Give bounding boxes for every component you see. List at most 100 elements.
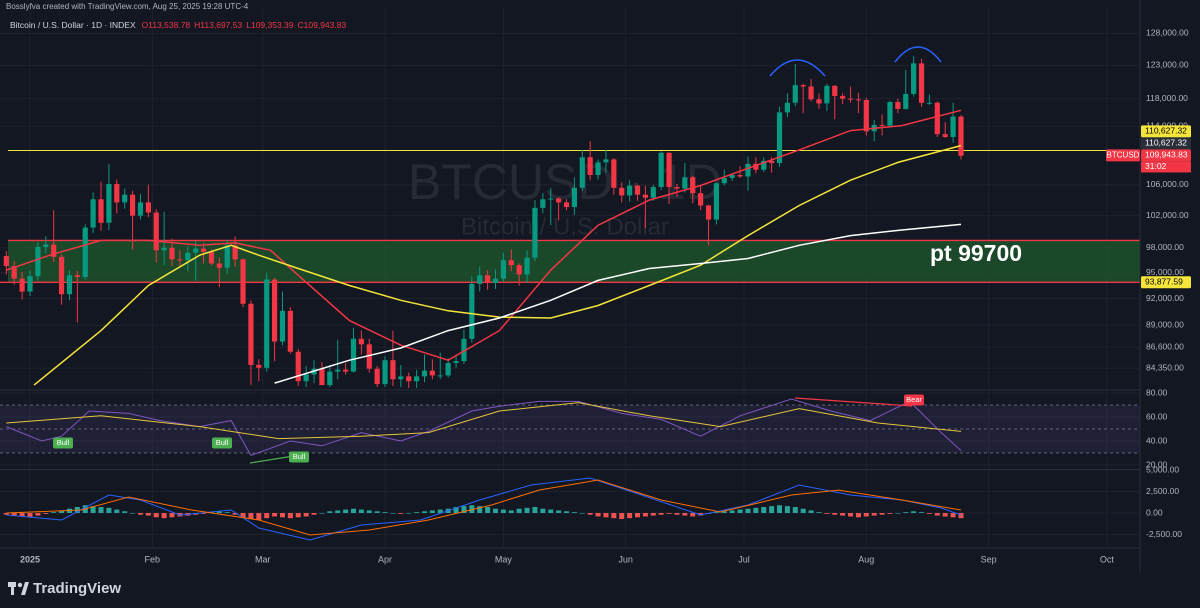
y-tick-label: 98,000.00 — [1146, 242, 1184, 252]
candle-body — [958, 116, 964, 156]
candle-body — [942, 134, 948, 137]
candle-body — [579, 157, 585, 188]
candle-body — [27, 276, 33, 292]
candle-body — [855, 99, 862, 101]
legend-ohlc: C109,943.83 — [298, 20, 347, 30]
histogram-bar — [887, 513, 893, 514]
histogram-bar — [311, 513, 317, 515]
candle-body — [587, 157, 593, 175]
credit: Bosslyfva created with TradingView.com, … — [6, 2, 249, 11]
histogram-bar — [690, 513, 696, 517]
candle-body — [3, 256, 9, 267]
pattern-arc — [769, 59, 826, 77]
candle-body — [208, 251, 215, 264]
candle-body — [414, 376, 420, 382]
candle-body — [358, 338, 364, 345]
candle-body — [863, 100, 869, 132]
histogram-bar — [556, 510, 562, 514]
candle-body — [666, 152, 672, 188]
logo-shape — [17, 582, 23, 588]
y-tick-label: 89,000.00 — [1146, 319, 1184, 329]
histogram-bar — [145, 513, 151, 516]
candle-body — [453, 361, 459, 364]
candle-body — [51, 244, 57, 257]
signal-label: Bull — [293, 452, 306, 461]
pattern-arc — [894, 46, 942, 63]
histogram-bar — [958, 513, 964, 519]
watermark: BTCUSD · 1D — [408, 154, 722, 210]
histogram-bar — [106, 507, 112, 514]
x-tick-label: Jun — [618, 554, 633, 564]
candle-body — [303, 374, 309, 382]
symbol-tag-label: BTCUSD — [1107, 151, 1140, 160]
y-tick-label: 20.00 — [1146, 459, 1168, 469]
histogram-bar — [753, 507, 759, 514]
histogram-bar — [153, 513, 159, 518]
histogram-bar — [272, 513, 278, 517]
candle-body — [895, 102, 901, 109]
indicator-line — [6, 477, 962, 541]
candle-body — [200, 248, 207, 252]
candle-body — [342, 369, 349, 372]
candle-body — [216, 263, 222, 268]
histogram-bar — [682, 513, 688, 516]
candle-body — [737, 174, 743, 177]
candle-body — [145, 202, 151, 213]
histogram-bar — [248, 513, 254, 520]
annotation: pt 99700 — [930, 240, 1022, 266]
candle-body — [761, 160, 767, 170]
histogram-bar — [532, 506, 538, 514]
candle-body — [35, 246, 41, 277]
candle-body — [642, 194, 649, 198]
candle-body — [934, 102, 940, 135]
histogram-bar — [492, 508, 498, 514]
histogram-bar — [729, 510, 735, 514]
signal-badge — [904, 394, 924, 406]
histogram-bar — [666, 513, 672, 514]
histogram-bar — [429, 510, 435, 514]
plot-layer: BTCUSD · 1D Bitcoin / U.S. Dollar pt 99700 — [0, 56, 1140, 541]
price-tag-label: 109,943.83 — [1145, 150, 1188, 160]
candle-body — [603, 159, 609, 163]
histogram-bar — [3, 513, 9, 515]
histogram-bar — [27, 513, 33, 518]
histogram-bar — [571, 512, 577, 514]
candle-body — [327, 371, 333, 386]
histogram-bar — [35, 513, 41, 516]
candle-body — [398, 376, 404, 380]
candle-body — [19, 278, 25, 292]
candle-body — [800, 85, 806, 87]
candle-body — [784, 102, 791, 113]
histogram-bar — [11, 513, 17, 516]
histogram-bar — [130, 513, 136, 514]
histogram-bar — [374, 511, 380, 514]
logo-shape — [11, 582, 14, 595]
candle-body — [185, 252, 191, 261]
histogram-bar — [500, 509, 506, 514]
histogram-bar — [627, 513, 633, 519]
histogram-bar — [390, 513, 396, 514]
legend-ohlc: L109,353.39 — [246, 20, 294, 30]
candle-body — [516, 265, 522, 275]
indicator-line — [6, 398, 962, 457]
histogram-bar — [161, 513, 167, 519]
candle-body — [374, 368, 380, 385]
candle-body — [177, 259, 183, 261]
x-tick-label: Jul — [738, 554, 750, 564]
histogram-bar — [295, 513, 301, 518]
candle-body — [366, 344, 372, 369]
signal-label: Bear — [906, 395, 922, 404]
candle-body — [153, 212, 159, 251]
histogram-bar — [406, 513, 412, 514]
histogram-bar — [516, 508, 522, 514]
candle-body — [129, 194, 136, 216]
price-tag — [1141, 125, 1191, 138]
y-tick-label: 40.00 — [1146, 435, 1168, 445]
candle-body — [350, 338, 357, 372]
candle-body — [532, 207, 538, 258]
histogram-bar — [840, 513, 846, 516]
candle-body — [264, 279, 270, 368]
candle-body — [753, 163, 759, 170]
histogram-bar — [216, 511, 222, 514]
y-tick-label: -2,500.00 — [1146, 529, 1182, 539]
